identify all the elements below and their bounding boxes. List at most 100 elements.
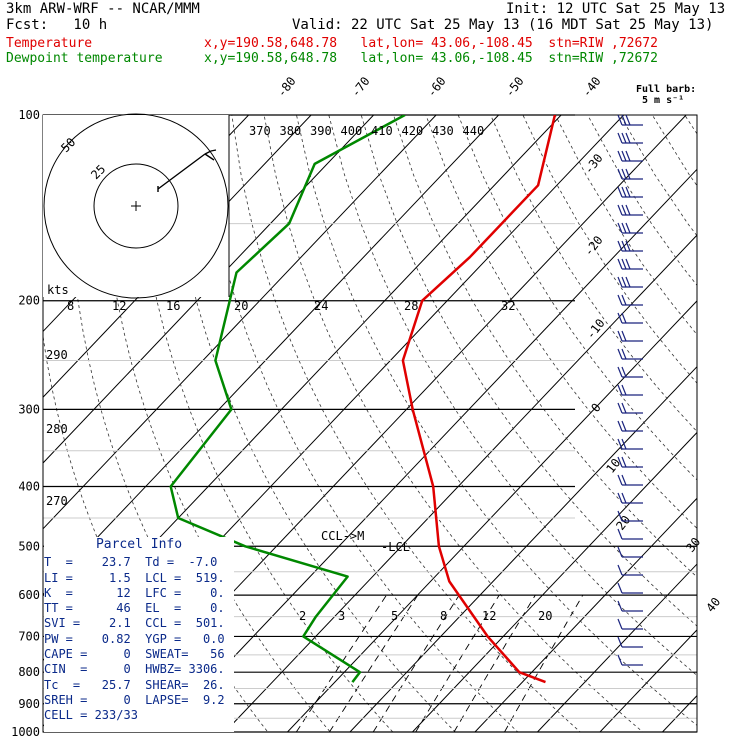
valid-time: Valid: 22 UTC Sat 25 May 13 (16 MDT Sat … [292,17,714,33]
wind-barb-feather [625,186,631,198]
wind-barb-feather [625,204,631,216]
wind-barb-feather [617,348,623,360]
dry-adiabat-line [651,115,697,187]
isotherm-label: 20 [613,513,633,533]
wind-barb [617,168,643,180]
parcel-info-row: T = 23.7 Td = -7.0 [44,555,218,570]
wind-barb-feather [617,258,623,270]
wind-barb-feather [617,366,623,378]
theta-label: 380 [280,124,302,138]
wind-barb [617,114,643,126]
wind-barb [617,222,643,234]
wind-barb [617,150,643,162]
wind-barb [617,348,643,360]
theta-label: 440 [463,124,485,138]
wind-barb [617,654,643,666]
wind-barb-feather [617,492,623,504]
wind-barb-feather [625,168,631,180]
mixing-ratio-line [504,594,584,732]
parcel-info-row: CELL = 233/33 [44,708,138,723]
mixing-ratio-label: 5 [391,609,398,623]
wind-barb [617,582,643,594]
wind-barb [617,258,643,270]
pressure-tick-label: 500 [18,539,40,553]
theta-side-label: 270 [46,494,68,508]
wind-barb [617,294,643,306]
wind-barb [617,240,643,252]
dry-adiabat-line [296,115,697,726]
parcel-info-panel: Parcel Info T = 23.7 Td = -7.0 LI = 1.5 L… [44,537,234,732]
hodograph-units: kts [47,283,69,297]
parcel-info-row: CAPE = 0 SWEAT= 56 [44,647,225,662]
wind-barb-feather [621,150,627,162]
ccl-marker: CCL->M [321,529,364,543]
wind-barb-feather [621,312,627,324]
wind-barb [617,618,643,630]
isotherm-label: 40 [703,595,723,615]
wind-barb [617,510,643,522]
wind-speed-label: 16 [166,299,180,313]
wind-barb-feather [617,384,623,396]
wind-speed-label: 12 [112,299,126,313]
wind-barb-feather [617,114,623,126]
wind-barb [617,312,643,324]
theta-label: 400 [341,124,363,138]
isotherm-line [287,300,697,732]
wind-barb-feather [617,330,623,342]
theta-label: 430 [432,124,454,138]
wind-barb [617,402,643,414]
wind-barb-feather [621,294,627,306]
dry-adiabat-line [457,115,697,481]
wind-barb-feather [621,330,627,342]
parcel-info-row: TT = 46 EL = 0. [44,601,225,616]
wind-barb [617,456,643,468]
temperature-location: x,y=190.58,648.78 lat,lon= 43.06,-108.45… [204,36,658,51]
wind-barb-feather [621,132,627,144]
temperature-legend-label: Temperature [6,36,93,51]
wind-barb [617,546,643,558]
isotherm-line [43,115,374,464]
wind-barb-feather [621,366,627,378]
parcel-info-row: SVI = 2.1 CCL = 501. [44,616,225,631]
wind-barb-feather [625,276,631,288]
isotherm-label: -50 [502,74,526,100]
parcel-info-row: SREH = 0 LAPSE= 9.2 [44,692,225,707]
temperature-trace [401,115,557,684]
wind-barb-feather [625,222,631,234]
barb-key-label: Full barb: [636,84,697,95]
wind-barb-feather [617,312,623,324]
wind-barb [617,636,643,648]
dry-adiabat-line [231,115,581,732]
dry-adiabat-line [522,115,697,384]
hodograph-ring [43,113,229,299]
dry-adiabat-line [199,115,519,732]
wind-barb-feather [621,258,627,270]
dry-adiabat-line [490,115,697,433]
pressure-tick-label: 900 [18,697,40,711]
wind-barb [617,474,643,486]
pressure-tick-label: 200 [18,294,40,308]
isotherm-label: -70 [348,74,372,100]
pressure-tick-label: 600 [18,588,40,602]
parcel-info-row: LI = 1.5 LCL = 519. [44,570,225,585]
theta-side-label: 290 [46,348,68,362]
pressure-tick-label: 700 [18,629,40,643]
wind-barb-feather [617,132,623,144]
dewpoint-location: x,y=190.58,648.78 lat,lon= 43.06,-108.45… [204,51,658,66]
wind-barb-feather [621,204,627,216]
wind-speed-label: 8 [67,299,74,313]
lcl-marker: -LCL [381,540,410,554]
pressure-tick-label: 300 [18,402,40,416]
wind-barb-feather [617,402,623,414]
wind-barb-feather [617,456,623,468]
wind-barb-feather [625,114,631,126]
isotherm-line [349,365,697,732]
dry-adiabat-line [684,115,697,135]
parcel-info-row: PW = 0.82 YGP = 0.0 [44,631,225,646]
isotherm-line [224,234,697,732]
wind-barb-feather [617,276,623,288]
wind-barb [617,366,643,378]
isotherm-label: -60 [424,74,448,100]
isotherm-label: -40 [579,74,603,100]
dry-adiabat-line [619,115,697,237]
